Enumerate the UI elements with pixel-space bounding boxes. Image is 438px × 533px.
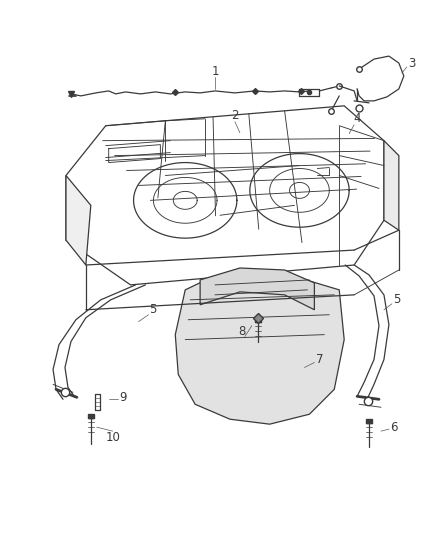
Text: 1: 1: [211, 64, 219, 77]
Polygon shape: [66, 175, 91, 265]
Text: 8: 8: [238, 325, 246, 338]
Text: 3: 3: [408, 56, 416, 70]
Text: 7: 7: [316, 353, 323, 366]
Text: 6: 6: [390, 421, 398, 434]
Bar: [88, 414, 94, 418]
Bar: [366, 419, 372, 423]
Polygon shape: [175, 275, 344, 424]
Text: 4: 4: [353, 112, 361, 125]
Text: 5: 5: [149, 303, 156, 316]
Text: 10: 10: [105, 431, 120, 443]
Text: 2: 2: [231, 109, 239, 122]
Text: 5: 5: [393, 293, 401, 306]
Bar: [255, 318, 261, 322]
Polygon shape: [384, 141, 399, 230]
Text: 9: 9: [119, 391, 127, 404]
Polygon shape: [200, 268, 314, 310]
